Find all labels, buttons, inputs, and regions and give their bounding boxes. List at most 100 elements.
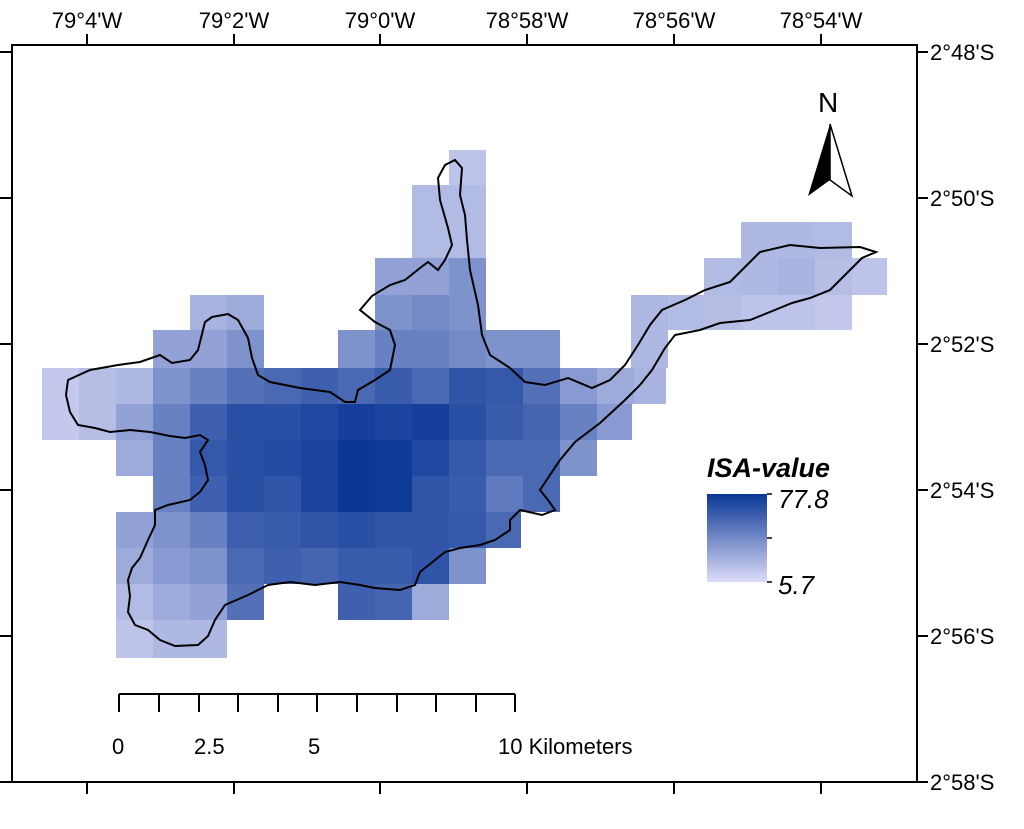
raster-cell bbox=[449, 330, 486, 368]
raster-cell bbox=[190, 476, 227, 512]
north-arrow-icon: N bbox=[808, 87, 854, 198]
raster-cell bbox=[190, 440, 227, 476]
raster-cell bbox=[116, 368, 153, 404]
raster-cell bbox=[116, 620, 153, 658]
raster-cell bbox=[338, 584, 375, 620]
latitude-axis-right: 2°48'S 2°50'S 2°52'S 2°54'S 2°56'S 2°58'S bbox=[917, 40, 994, 795]
raster-cell bbox=[815, 222, 852, 258]
scale-label-10-km: 10 Kilometers bbox=[498, 734, 633, 759]
raster-cell bbox=[449, 512, 486, 548]
raster-cell bbox=[190, 548, 227, 584]
raster-cell bbox=[523, 476, 560, 512]
raster-cell bbox=[486, 476, 523, 512]
raster-cell bbox=[741, 295, 778, 330]
latitude-label: 2°48'S bbox=[930, 40, 994, 65]
raster-cell bbox=[227, 404, 264, 440]
raster-cell bbox=[486, 440, 523, 476]
raster-cell bbox=[227, 476, 264, 512]
raster-cell bbox=[778, 222, 815, 258]
legend-max-value: 77.8 bbox=[778, 484, 829, 514]
raster-cell bbox=[449, 368, 486, 404]
scale-bar: 0 2.5 5 10 Kilometers bbox=[112, 693, 633, 759]
raster-cell bbox=[264, 368, 301, 404]
raster-cell bbox=[486, 404, 523, 440]
raster-cell bbox=[412, 512, 449, 548]
raster-cell bbox=[486, 512, 521, 548]
raster-cell bbox=[338, 476, 375, 512]
raster-cell bbox=[153, 368, 190, 404]
longitude-label: 79°2'W bbox=[199, 8, 270, 33]
raster-cell bbox=[412, 368, 449, 404]
raster-cell bbox=[227, 548, 264, 584]
raster-cell bbox=[227, 512, 264, 548]
urban-boundary-outline bbox=[64, 158, 879, 648]
raster-cell bbox=[190, 404, 227, 440]
raster-cell bbox=[190, 368, 227, 404]
raster-cell bbox=[375, 404, 412, 440]
raster-cell bbox=[338, 512, 375, 548]
raster-cell bbox=[301, 440, 338, 476]
raster-cell bbox=[153, 512, 190, 548]
latitude-axis-left bbox=[0, 51, 12, 783]
raster-cell bbox=[412, 440, 449, 476]
raster-cell bbox=[190, 512, 227, 548]
longitude-label: 78°54'W bbox=[780, 8, 863, 33]
latitude-label: 2°50'S bbox=[930, 186, 994, 211]
raster-cell bbox=[153, 584, 190, 620]
raster-cell bbox=[227, 330, 264, 368]
raster-cell bbox=[264, 404, 301, 440]
raster-cell bbox=[412, 404, 449, 440]
raster-cell bbox=[449, 476, 486, 512]
raster-cell bbox=[190, 295, 227, 330]
raster-cell bbox=[523, 404, 560, 440]
legend-min-value: 5.7 bbox=[778, 570, 816, 600]
raster-cell bbox=[227, 295, 264, 330]
longitude-label: 79°0'W bbox=[345, 8, 416, 33]
raster-cell bbox=[741, 258, 778, 295]
raster-cell bbox=[116, 584, 153, 620]
raster-cell bbox=[412, 584, 449, 620]
raster-cell bbox=[449, 404, 486, 440]
raster-cell bbox=[301, 404, 338, 440]
raster-cell bbox=[778, 295, 815, 330]
raster-cell bbox=[227, 440, 264, 476]
raster-cell bbox=[449, 548, 486, 584]
isa-raster-layer bbox=[42, 150, 887, 658]
latitude-label: 2°58'S bbox=[930, 770, 994, 795]
raster-cell bbox=[301, 512, 338, 548]
raster-cell bbox=[560, 368, 597, 404]
raster-cell bbox=[631, 295, 668, 368]
raster-cell bbox=[301, 548, 338, 584]
raster-cell bbox=[560, 440, 597, 476]
scale-label-0: 0 bbox=[112, 734, 124, 759]
longitude-axis-bottom bbox=[86, 782, 822, 794]
raster-cell bbox=[815, 295, 852, 330]
raster-cell bbox=[338, 440, 375, 476]
raster-cell bbox=[338, 404, 375, 440]
raster-cell bbox=[264, 512, 301, 548]
longitude-axis-top: 79°4'W 79°2'W 79°0'W 78°58'W 78°56'W 78°54'W bbox=[52, 8, 863, 45]
raster-cell bbox=[375, 440, 412, 476]
raster-cell bbox=[116, 440, 153, 476]
raster-cell bbox=[190, 330, 227, 368]
longitude-label: 78°58'W bbox=[486, 8, 569, 33]
latitude-label: 2°52'S bbox=[930, 332, 994, 357]
raster-cell bbox=[560, 404, 597, 440]
raster-cell bbox=[375, 512, 412, 548]
scale-bar-ticks bbox=[118, 694, 516, 712]
raster-cell bbox=[412, 330, 449, 368]
raster-cell bbox=[449, 150, 486, 185]
legend-color-ramp bbox=[707, 494, 767, 582]
raster-cell bbox=[412, 185, 449, 258]
raster-cell bbox=[264, 548, 301, 584]
raster-cell bbox=[338, 548, 375, 584]
raster-cell bbox=[523, 330, 560, 368]
raster-cell bbox=[153, 440, 190, 476]
raster-cell bbox=[375, 258, 412, 295]
raster-cell bbox=[301, 368, 338, 404]
raster-cell bbox=[449, 440, 486, 476]
raster-cell bbox=[375, 368, 412, 404]
raster-cell bbox=[338, 330, 375, 368]
